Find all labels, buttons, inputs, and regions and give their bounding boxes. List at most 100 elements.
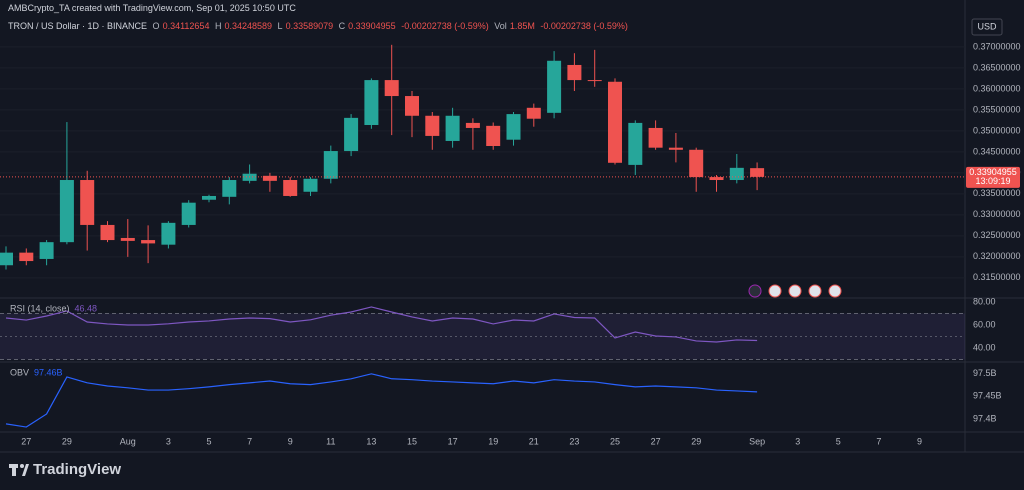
candle-body	[689, 149, 704, 178]
candle-body	[567, 64, 582, 81]
x-tick-label: 27	[21, 436, 31, 446]
ohlc-label: L	[277, 21, 283, 31]
candle-body	[709, 177, 724, 181]
logo-text: TradingView	[33, 461, 121, 478]
volume: 1.85M	[509, 21, 535, 31]
y-tick-label: 97.5B	[973, 368, 997, 378]
x-tick-label: Aug	[120, 436, 136, 446]
ohlc-label: C	[338, 21, 346, 31]
candle-body	[465, 122, 480, 128]
indicator-title: OBV	[10, 367, 29, 377]
candle-body	[222, 180, 237, 197]
candle-body	[648, 127, 663, 148]
x-tick-label: 11	[326, 436, 335, 446]
candle-body	[425, 115, 440, 136]
y-tick-label: 0.32000000	[973, 251, 1021, 261]
indicator-value: 46.48	[75, 303, 98, 313]
candle-body	[587, 80, 602, 82]
indicator-line	[5, 306, 758, 343]
x-tick-label: 15	[407, 436, 417, 446]
y-tick-label: 0.36500000	[973, 62, 1021, 72]
symbol-title: TRON / US Dollar · 1D · BINANCE	[8, 21, 148, 31]
y-tick-label: 40.00	[973, 342, 996, 352]
candle-body	[323, 151, 338, 179]
x-tick-label: 21	[529, 436, 539, 446]
attribution: AMBCrypto_TA created with TradingView.co…	[8, 3, 296, 13]
candle-body	[0, 252, 13, 266]
candle-body	[80, 180, 95, 225]
x-tick-label: Sep	[749, 436, 765, 446]
x-tick-label: 25	[610, 436, 620, 446]
x-tick-label: 9	[917, 436, 922, 446]
candle-body	[39, 242, 54, 259]
candle-body	[364, 80, 379, 126]
y-tick-label: 97.45B	[973, 391, 1002, 401]
candle-body	[202, 195, 216, 200]
y-tick-label: 0.37000000	[973, 41, 1021, 51]
candle-body	[445, 115, 460, 141]
x-tick-label: 17	[448, 436, 458, 446]
logo	[9, 464, 29, 476]
x-tick-label: 3	[795, 436, 800, 446]
x-tick-label: 29	[691, 436, 701, 446]
ohlc-value: 0.33904955	[348, 21, 396, 31]
ohlc-value: 0.34248589	[224, 21, 273, 31]
indicator-value: 97.46B	[34, 367, 63, 377]
candle-body	[59, 180, 74, 243]
candle-body	[303, 178, 318, 192]
x-tick-label: 5	[836, 436, 841, 446]
x-tick-label: 7	[247, 436, 252, 446]
price-label-box	[966, 166, 1020, 188]
currency[interactable]: USD	[977, 21, 997, 31]
candle-body	[161, 222, 176, 245]
candle-body	[608, 81, 622, 163]
currency-box[interactable]	[971, 18, 1003, 36]
indicator-line	[5, 373, 758, 428]
ohlc-label: H	[214, 21, 222, 31]
event-icons	[748, 284, 842, 298]
footer	[0, 452, 1024, 490]
candle-body	[384, 80, 399, 97]
y-tick-label: 60.00	[973, 319, 996, 329]
x-tick-label: 7	[876, 436, 881, 446]
y-tick-label: 0.35000000	[973, 125, 1021, 135]
y-tick-label: 80.00	[973, 296, 996, 306]
ohlc-value: 0.33589079	[285, 21, 334, 31]
ohlc-label: O	[152, 21, 160, 31]
change: -0.00202738 (-0.59%)	[401, 21, 489, 31]
legend-row: TRON / US Dollar · 1D · BINANCE O 0.34112…	[8, 21, 631, 31]
x-tick-label: 13	[366, 436, 376, 446]
x-tick-label: 23	[569, 436, 579, 446]
y-tick-label: 0.34500000	[973, 146, 1021, 156]
y-tick-label: 0.33000000	[973, 209, 1021, 219]
candle-body	[729, 167, 744, 181]
price-label: 0.33904955	[969, 167, 1017, 177]
x-tick-label: 19	[488, 436, 498, 446]
candle-body	[262, 175, 277, 181]
y-tick-label: 97.4B	[973, 413, 997, 423]
candle-body	[19, 252, 34, 262]
y-tick-label: 0.36000000	[973, 83, 1021, 93]
y-tick-label: 0.32500000	[973, 230, 1021, 240]
candle-body	[668, 147, 683, 150]
candle-body	[100, 224, 115, 241]
candle-body	[506, 114, 521, 140]
y-tick-label: 0.35500000	[973, 104, 1021, 114]
candle-body	[141, 240, 156, 244]
y-tick-label: 0.31500000	[973, 272, 1021, 282]
countdown: 13:09:19	[975, 176, 1010, 186]
candle-body	[344, 117, 359, 152]
candle-body	[526, 107, 541, 119]
x-tick-label: 29	[62, 436, 72, 446]
y-tick-label: 0.33500000	[973, 188, 1021, 198]
x-tick-label: 5	[206, 436, 211, 446]
candle-body	[181, 202, 196, 225]
candle-body	[120, 237, 135, 241]
x-tick-label: 27	[651, 436, 661, 446]
x-tick-label: 9	[288, 436, 293, 446]
candle-body	[750, 168, 765, 177]
candle-body	[405, 96, 419, 116]
candle-body	[547, 60, 562, 113]
candle-body	[628, 122, 643, 165]
